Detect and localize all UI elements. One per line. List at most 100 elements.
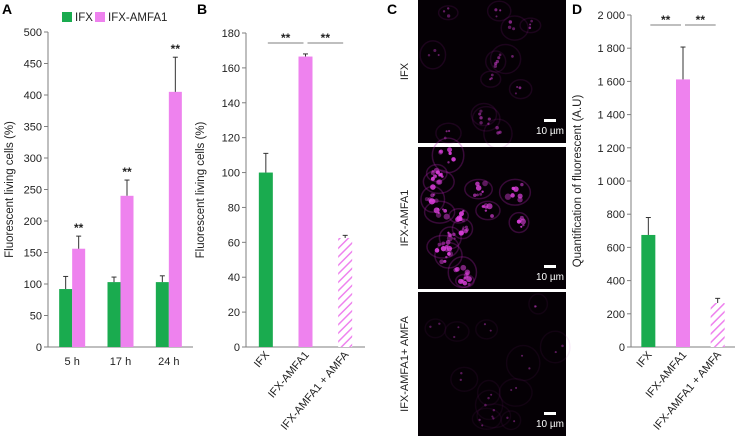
panel-d-bar <box>710 303 725 347</box>
fluorescent-spot <box>457 326 460 329</box>
fluorescent-spot <box>428 198 436 205</box>
scale-bar <box>544 265 556 268</box>
fluorescent-spot <box>430 184 436 190</box>
panel-d-y-tick-label: 1 600 <box>597 76 625 88</box>
fluorescent-spot <box>429 325 432 328</box>
panel-d-y-tick-label: 1 800 <box>597 43 625 55</box>
panel-a-significance: ** <box>122 165 132 179</box>
fluorescent-spot <box>479 121 483 125</box>
panel-a-y-tick-label: 450 <box>24 59 42 71</box>
fluorescent-spot <box>487 122 490 126</box>
scale-bar <box>544 412 556 415</box>
cell-outline <box>505 344 541 382</box>
cell-outline <box>508 79 533 100</box>
fluorescent-spot <box>510 193 515 198</box>
panel-d-significance: ** <box>661 13 671 27</box>
panel-d-x-tick-label: IFX-AMFA1 + AMFA <box>651 349 724 433</box>
cell-outline <box>528 293 549 315</box>
fluorescent-spot <box>464 225 468 229</box>
fluorescent-spot <box>479 109 483 113</box>
fluorescent-spot <box>492 409 496 412</box>
panel-a-y-axis-title: Fluorescent living cells (%) <box>4 121 16 258</box>
cell-outline <box>434 241 463 269</box>
fluorescent-spot <box>443 259 447 263</box>
cell-outline <box>450 366 479 392</box>
fluorescent-spot <box>432 193 436 196</box>
fluorescent-spot <box>489 329 492 332</box>
panel-d-y-tick-label: 1 400 <box>597 110 625 122</box>
panel-letter-a: A <box>2 1 12 17</box>
fluorescent-spot <box>498 53 502 57</box>
fluorescent-spot <box>479 116 483 120</box>
fluorescent-spot <box>446 245 453 252</box>
cell-outline <box>476 379 501 406</box>
cell-outline <box>431 137 465 174</box>
legend-swatch-ifx <box>62 12 72 22</box>
panel-d-y-tick-label: 800 <box>607 209 625 221</box>
panel-b-y-tick-label: 80 <box>228 202 240 214</box>
fluorescent-spot <box>497 56 501 60</box>
cell-outline <box>489 43 522 75</box>
fluorescent-spot <box>518 86 522 90</box>
fluorescent-spot <box>490 73 494 77</box>
cell-outline <box>485 50 507 73</box>
cell-outline <box>498 377 533 407</box>
panel-d-y-tick-label: 600 <box>607 242 625 254</box>
micrograph-background <box>418 0 566 143</box>
fluorescent-spot <box>436 179 443 185</box>
legend-swatch-ifx-amfa1 <box>95 12 105 22</box>
fluorescent-spot <box>506 416 509 420</box>
fluorescent-spot <box>504 193 512 200</box>
fluorescent-spot <box>431 170 435 173</box>
fluorescent-spot <box>460 230 464 235</box>
fluorescent-spot <box>484 209 488 212</box>
panel-b-y-tick-label: 60 <box>228 237 240 249</box>
panel-a-significance: ** <box>171 42 181 56</box>
fluorescent-spot <box>484 403 487 407</box>
fluorescent-spot <box>438 322 441 325</box>
cell-outline <box>424 318 447 339</box>
fluorescent-spot <box>487 117 491 121</box>
fluorescent-spot <box>479 192 483 196</box>
panel-a-bar-ifx-amfa1 <box>168 91 182 347</box>
cell-outline <box>425 163 448 183</box>
legend-label-ifx-amfa1: IFX-AMFA1 <box>108 12 167 24</box>
fluorescent-spot <box>439 259 445 265</box>
fluorescent-spot <box>520 225 523 228</box>
fluorescent-spot <box>495 125 499 130</box>
panel-b-y-tick-label: 140 <box>222 98 240 110</box>
micrograph-label: IFX <box>399 62 411 80</box>
panel-d-significance: ** <box>696 13 706 27</box>
fluorescent-spot <box>463 229 468 234</box>
panel-a-bar-ifx-amfa1 <box>120 195 134 347</box>
fluorescent-spot <box>458 230 464 236</box>
panel-d-y-axis-title: Quantification of fluorescent (A.U) <box>572 95 584 268</box>
fluorescent-spot <box>490 214 494 218</box>
fluorescent-spot <box>490 393 493 396</box>
fluorescent-spot <box>520 182 524 187</box>
panel-a-y-tick-label: 150 <box>24 248 42 260</box>
fluorescent-spot <box>478 418 481 422</box>
panel-b-y-tick-label: 20 <box>228 307 240 319</box>
panel-d-y-tick-label: 1 000 <box>597 176 625 188</box>
fluorescent-spot <box>458 278 464 284</box>
fluorescent-spot <box>516 85 519 89</box>
panel-b-x-tick-label: IFX <box>252 349 273 370</box>
fluorescent-spot <box>510 388 513 392</box>
cell-outline <box>519 17 542 34</box>
fluorescent-spot <box>496 131 500 135</box>
fluorescent-spot <box>435 170 440 175</box>
fluorescent-spot <box>437 54 440 57</box>
fluorescent-spot <box>508 20 513 24</box>
fluorescent-spot <box>513 420 516 423</box>
fluorescent-spot <box>487 396 490 400</box>
cell-outline <box>508 211 530 234</box>
fluorescent-spot <box>490 77 493 80</box>
fluorescent-spot <box>446 14 451 18</box>
fluorescent-spot <box>465 275 469 278</box>
fluorescent-spot <box>443 136 447 140</box>
fluorescent-spot <box>447 129 451 133</box>
panel-a-y-tick-label: 200 <box>24 216 42 228</box>
fluorescent-spot <box>434 174 437 178</box>
